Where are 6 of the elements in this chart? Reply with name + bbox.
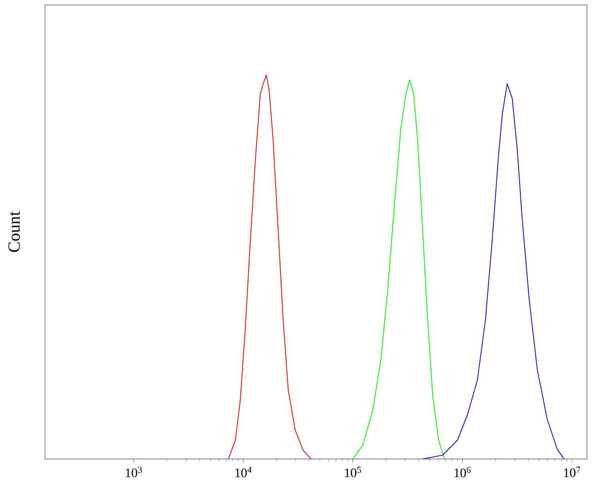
x-tick-label: 10$^{4}$ bbox=[235, 466, 252, 478]
x-tick-label: 10$^{7}$ bbox=[564, 466, 580, 478]
y-axis-title: Count bbox=[8, 211, 20, 252]
x-tick-label: 10$^{6}$ bbox=[454, 466, 471, 478]
x-tick-label: 10$^{3}$ bbox=[126, 466, 142, 478]
x-tick-label: 10$^{5}$ bbox=[345, 466, 362, 478]
